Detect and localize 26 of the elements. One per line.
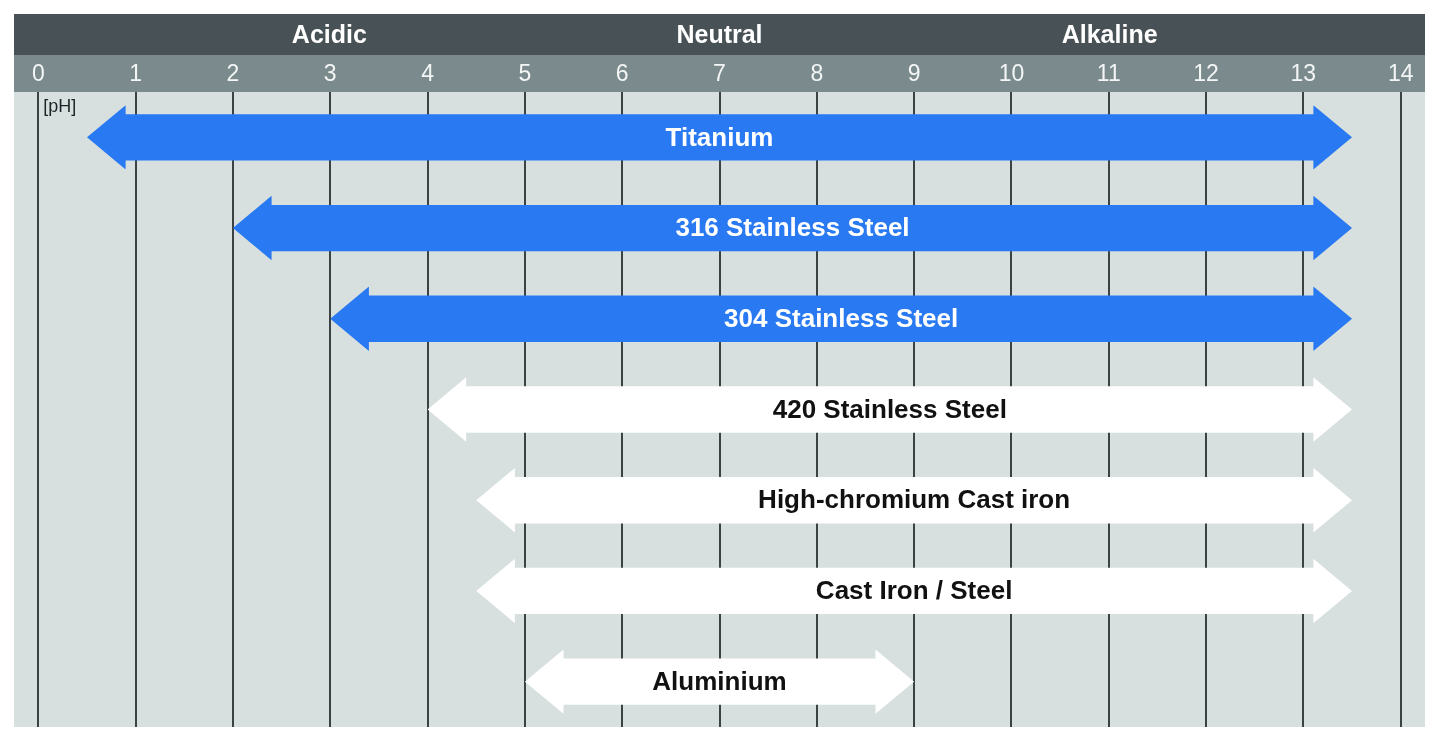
text: Neutral — [676, 20, 763, 49]
x-tick-label: 7 — [713, 59, 726, 86]
y-tick-label: 304 Stainless Steel — [724, 302, 959, 333]
y-tick-label: 316 Stainless Steel — [675, 212, 910, 243]
y-tick-label: 420 Stainless Steel — [772, 393, 1007, 424]
x-tick-label: 14 — [1387, 59, 1414, 86]
x-tick-label: 2 — [226, 59, 240, 86]
x-axis-title: [pH] — [43, 95, 77, 116]
y-tick-label: Cast Iron / Steel — [815, 575, 1013, 606]
x-tick-label: 10 — [998, 59, 1025, 86]
x-tick-label: 5 — [518, 59, 532, 86]
x-tick-label: 11 — [1096, 59, 1121, 86]
x-tick-label: 9 — [907, 59, 921, 86]
y-tick-label: High-chromium Cast iron — [758, 484, 1071, 515]
x-tick-label: 13 — [1290, 59, 1317, 86]
text: Alkaline — [1061, 20, 1158, 49]
y-tick-label: Titanium — [665, 121, 774, 152]
x-tick-label: 3 — [323, 59, 337, 86]
text: Acidic — [291, 20, 367, 49]
x-tick-label: 12 — [1193, 59, 1219, 86]
x-tick-label: 6 — [615, 59, 629, 86]
x-tick-label: 0 — [31, 59, 45, 86]
x-tick-label: 1 — [129, 59, 143, 86]
y-tick-label: Aluminium — [652, 665, 787, 696]
x-tick-label: 8 — [810, 59, 824, 86]
x-tick-label: 4 — [421, 59, 435, 86]
